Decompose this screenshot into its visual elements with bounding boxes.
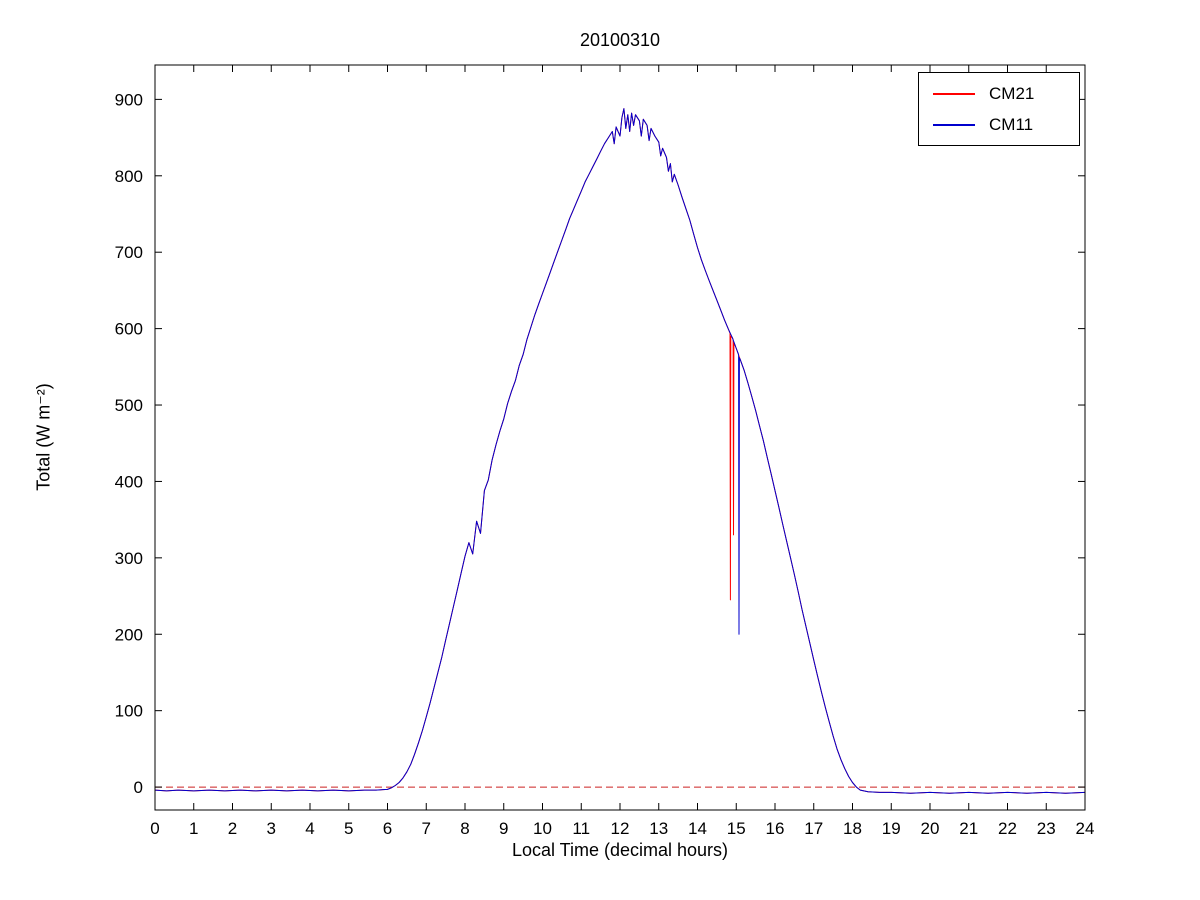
x-tick-label: 9 — [499, 819, 508, 838]
x-tick-label: 22 — [998, 819, 1017, 838]
y-tick-label: 800 — [115, 167, 143, 186]
x-tick-label: 16 — [766, 819, 785, 838]
x-tick-label: 19 — [882, 819, 901, 838]
x-axis-label: Local Time (decimal hours) — [511, 840, 729, 860]
x-tick-label: 11 — [572, 819, 590, 838]
y-tick-label: 700 — [115, 243, 143, 262]
y-axis-label: Total (W m⁻²) — [33, 383, 54, 491]
y-tick-label: 200 — [115, 625, 143, 644]
y-tick-label: 0 — [134, 778, 143, 797]
plot-area — [155, 65, 1085, 810]
x-tick-label: 14 — [688, 819, 707, 838]
y-tick-label: 900 — [115, 90, 143, 109]
legend-swatch-cm11 — [933, 123, 975, 126]
x-tick-label: 23 — [1037, 819, 1056, 838]
x-tick-label: 3 — [267, 819, 276, 838]
legend-label-cm21: CM21 — [989, 84, 1035, 103]
legend: CM21 CM11 — [918, 72, 1080, 146]
x-tick-label: 4 — [305, 819, 314, 838]
x-tick-label: 13 — [649, 819, 668, 838]
x-tick-label: 17 — [804, 819, 823, 838]
x-tick-label: 2 — [228, 819, 237, 838]
x-tick-label: 12 — [611, 819, 630, 838]
x-tick-label: 1 — [189, 819, 198, 838]
x-tick-label: 21 — [959, 819, 978, 838]
x-tick-label: 5 — [344, 819, 353, 838]
x-tick-label: 18 — [843, 819, 862, 838]
x-tick-label: 15 — [727, 819, 746, 838]
y-tick-label: 400 — [115, 472, 143, 491]
legend-swatch-cm21 — [933, 92, 975, 95]
y-tick-label: 500 — [115, 396, 143, 415]
x-tick-label: 20 — [921, 819, 940, 838]
series-line-cm11 — [154, 108, 1086, 794]
x-tick-label: 6 — [383, 819, 392, 838]
x-tick-label: 10 — [533, 819, 552, 838]
y-tick-label: 600 — [115, 320, 143, 339]
x-tick-label: 0 — [150, 819, 159, 838]
legend-item-cm21: CM21 — [933, 85, 1065, 102]
x-tick-label: 24 — [1076, 819, 1095, 838]
y-tick-label: 100 — [115, 702, 143, 721]
legend-label-cm11: CM11 — [989, 115, 1034, 134]
y-tick-label: 300 — [115, 549, 143, 568]
x-tick-label: 7 — [422, 819, 431, 838]
chart-title: 20100310 — [579, 30, 661, 50]
x-tick-label: 8 — [460, 819, 469, 838]
legend-item-cm11: CM11 — [933, 116, 1065, 133]
